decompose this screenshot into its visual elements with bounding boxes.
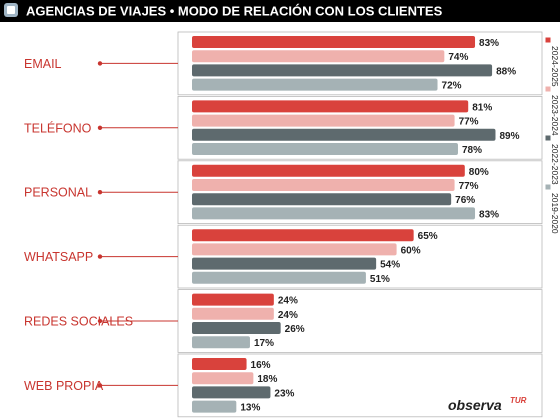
category-connector-dot: [97, 125, 103, 130]
bar: [192, 207, 476, 220]
category-label: WHATSAPP: [24, 250, 93, 264]
bar: [192, 307, 274, 320]
category-connector-dot: [97, 383, 103, 388]
bar: [192, 36, 476, 48]
chart-title: AGENCIAS DE VIAJES • MODO DE RELACIÓN CO…: [26, 4, 443, 19]
bar-group: TELÉFONO 81% 77% 89% 78%: [24, 96, 543, 160]
bar: [192, 400, 237, 413]
legend-swatch: [545, 184, 551, 190]
data-label: 18%: [257, 374, 277, 385]
bar: [192, 243, 397, 256]
data-label: 26%: [285, 324, 305, 335]
data-label: 81%: [472, 102, 492, 113]
data-label: 72%: [442, 81, 462, 92]
category-label: WEB PROPIA: [24, 379, 104, 393]
legend-swatch: [545, 135, 551, 141]
bar: [192, 386, 271, 399]
bar: [192, 179, 455, 191]
bar: [192, 114, 455, 127]
data-label: 74%: [448, 52, 468, 63]
bar: [192, 336, 250, 349]
bar: [192, 128, 496, 141]
data-label: 54%: [380, 260, 400, 271]
data-label: 24%: [278, 310, 298, 321]
bar-group: PERSONAL 80% 77% 76% 83%: [24, 160, 543, 225]
data-label: 17%: [254, 338, 274, 349]
bar: [192, 50, 445, 63]
legend-label: 2024-2025: [550, 46, 560, 87]
bar-groups: EMAIL 83% 74% 88% 72% TELÉFONO 81% 77% 89% 78% PER…: [24, 31, 543, 418]
data-label: 24%: [278, 296, 298, 307]
category-label: PERSONAL: [24, 186, 92, 200]
brand-logo: observa TUR: [448, 396, 527, 413]
data-label: 80%: [469, 167, 489, 178]
category-label: EMAIL: [24, 57, 62, 71]
category-connector-dot: [97, 318, 103, 324]
brand-name: observa: [448, 397, 502, 413]
bar: [192, 271, 366, 284]
data-label: 76%: [455, 195, 475, 206]
bar: [192, 372, 254, 385]
data-label: 65%: [418, 231, 438, 242]
bar-group: WHATSAPP 65% 60%54% 51%: [24, 224, 543, 289]
title-icon: [4, 3, 18, 17]
bar: [192, 257, 377, 270]
bar: [192, 193, 452, 206]
bar: [192, 100, 469, 113]
category-connector-dot: [97, 190, 103, 195]
category-label: TELÉFONO: [24, 120, 92, 135]
legend-label: 2019-2020: [550, 193, 560, 234]
data-label: 60%: [401, 245, 421, 256]
bar: [192, 143, 458, 155]
category-connector-dot: [97, 61, 103, 66]
bar: [192, 322, 281, 334]
category-label: REDES SOCIALES: [24, 315, 133, 329]
data-label: 13%: [240, 403, 260, 414]
brand-suffix: TUR: [510, 396, 527, 405]
data-label: 78%: [462, 145, 482, 156]
legend: 2024-2025 2023-2024 2022-2023 2019-2020: [545, 37, 560, 234]
bar: [192, 164, 465, 177]
data-label: 16%: [251, 360, 271, 371]
bar: [192, 358, 247, 370]
header-bar: [0, 0, 560, 22]
bar: [192, 293, 274, 306]
data-label: 51%: [370, 274, 390, 285]
bar: [192, 78, 438, 91]
category-connector-dot: [97, 254, 103, 259]
bar-group: WEB PROPIA 16% 18% 23% 13%: [24, 353, 543, 418]
bar-group: REDES SOCIALES 24% 24% 26% 17%: [24, 289, 543, 353]
legend-swatch: [545, 86, 551, 92]
data-label: 77%: [459, 117, 479, 128]
bar-group: EMAIL 83% 74% 88% 72%: [24, 31, 543, 96]
bar: [192, 64, 493, 77]
data-label: 88%: [496, 66, 516, 77]
data-label: 23%: [274, 388, 294, 399]
legend-swatch: [545, 37, 551, 43]
data-label: 83%: [479, 38, 499, 49]
data-label: 83%: [479, 209, 499, 220]
legend-label: 2022-2023: [550, 144, 560, 185]
data-label: 89%: [499, 131, 519, 142]
data-label: 77%: [459, 181, 479, 192]
bar: [192, 229, 414, 242]
legend-label: 2023-2024: [550, 95, 560, 136]
